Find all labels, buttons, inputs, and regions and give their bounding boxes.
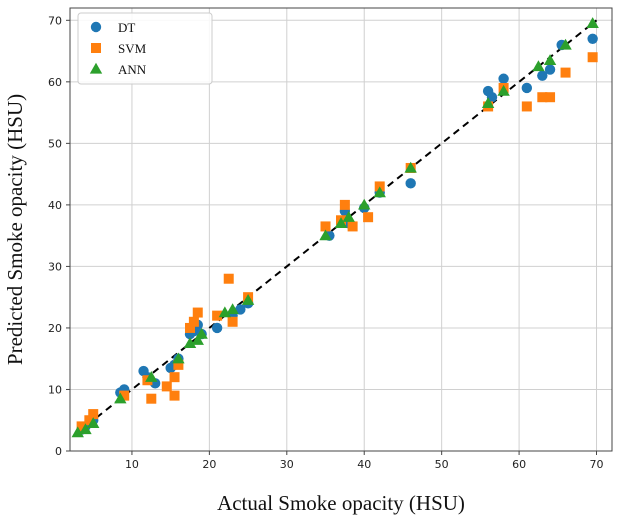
legend-label-svm: SVM bbox=[118, 41, 147, 56]
data-point-dt bbox=[211, 322, 223, 334]
plot-frame bbox=[69, 7, 613, 452]
data-point-ann bbox=[373, 186, 386, 198]
reference-line bbox=[77, 19, 598, 434]
data-point-dt bbox=[498, 73, 509, 84]
y-tick-label: 30 bbox=[48, 260, 62, 273]
data-point-ann bbox=[145, 370, 158, 382]
y-tick-label: 50 bbox=[48, 137, 62, 150]
data-point-ann bbox=[218, 306, 232, 318]
data-point-svm bbox=[545, 92, 556, 103]
data-point-svm bbox=[173, 359, 184, 370]
data-point-svm bbox=[227, 316, 238, 327]
data-point-svm bbox=[88, 409, 99, 420]
data-point-ann bbox=[497, 84, 510, 96]
legend-box bbox=[77, 12, 213, 85]
data-point-ann bbox=[191, 334, 204, 345]
legend-marker-svm bbox=[91, 43, 101, 53]
data-point-dt bbox=[537, 70, 548, 81]
data-point-ann bbox=[334, 217, 348, 228]
y-tick-label: 10 bbox=[48, 383, 62, 396]
data-point-ann bbox=[404, 161, 417, 173]
y-axis-title: Predicted Smoke opacity (HSU) bbox=[3, 94, 27, 365]
data-point-ann bbox=[481, 97, 495, 109]
data-point-dt bbox=[405, 178, 416, 189]
data-point-svm bbox=[212, 310, 223, 321]
data-point-dt bbox=[235, 304, 246, 315]
data-point-ann bbox=[87, 417, 100, 428]
data-point-ann bbox=[183, 337, 197, 348]
data-point-svm bbox=[161, 381, 172, 392]
data-point-ann bbox=[195, 327, 208, 339]
data-points bbox=[71, 17, 599, 438]
data-point-svm bbox=[146, 393, 157, 404]
legend-marker-ann bbox=[89, 62, 103, 74]
data-point-svm bbox=[223, 273, 234, 284]
data-point-ann bbox=[241, 294, 255, 305]
y-tick-label: 20 bbox=[48, 322, 62, 335]
data-point-svm bbox=[188, 316, 199, 327]
data-point-ann bbox=[114, 392, 127, 404]
data-point-ann bbox=[543, 54, 557, 65]
data-point-ann bbox=[586, 17, 599, 29]
data-point-svm bbox=[192, 307, 203, 318]
data-point-dt bbox=[587, 33, 598, 44]
data-point-ann bbox=[319, 229, 332, 241]
y-tick-label: 60 bbox=[48, 76, 62, 89]
x-tick-label: 10 bbox=[125, 458, 139, 471]
data-point-svm bbox=[339, 199, 350, 210]
data-point-svm bbox=[363, 212, 374, 223]
data-point-svm bbox=[119, 390, 130, 401]
y-axis: 0 10 20 30 40 50 60 70 bbox=[48, 14, 70, 458]
x-tick-label: 20 bbox=[202, 458, 216, 471]
data-point-ann bbox=[358, 198, 371, 210]
data-point-svm bbox=[347, 221, 358, 232]
data-point-svm bbox=[521, 101, 532, 112]
data-point-ann bbox=[172, 352, 185, 364]
x-tick-label: 60 bbox=[512, 458, 526, 471]
data-point-ann bbox=[226, 303, 239, 315]
x-tick-label: 30 bbox=[280, 458, 294, 471]
legend: DT SVM ANN bbox=[77, 12, 213, 85]
data-point-svm bbox=[76, 421, 87, 432]
data-point-ann bbox=[532, 60, 545, 72]
data-point-svm bbox=[320, 221, 331, 232]
x-axis: 10 20 30 40 50 60 70 bbox=[125, 451, 604, 471]
series-dt bbox=[76, 33, 598, 435]
legend-label-ann: ANN bbox=[118, 62, 147, 77]
data-point-svm bbox=[537, 92, 548, 103]
data-point-ann bbox=[559, 38, 572, 50]
data-point-dt bbox=[521, 82, 533, 94]
data-point-ann bbox=[79, 423, 92, 435]
legend-marker-dt bbox=[90, 21, 102, 33]
data-point-svm bbox=[185, 322, 196, 333]
data-point-ann bbox=[71, 426, 84, 438]
data-point-svm bbox=[560, 67, 571, 78]
legend-label-dt: DT bbox=[118, 20, 135, 35]
data-point-svm bbox=[587, 52, 598, 63]
y-tick-label: 0 bbox=[55, 445, 62, 458]
x-tick-label: 70 bbox=[590, 458, 604, 471]
data-point-svm bbox=[169, 390, 180, 401]
y-tick-label: 70 bbox=[48, 14, 62, 27]
x-tick-label: 50 bbox=[435, 458, 449, 471]
data-point-svm bbox=[84, 415, 95, 426]
x-axis-title: Actual Smoke opacity (HSU) bbox=[217, 491, 465, 515]
data-point-svm bbox=[169, 372, 180, 383]
grid bbox=[70, 8, 612, 452]
data-point-dt bbox=[544, 64, 556, 75]
x-tick-label: 40 bbox=[357, 458, 371, 471]
data-point-ann bbox=[342, 210, 355, 222]
series-ann bbox=[71, 17, 599, 438]
y-tick-label: 40 bbox=[48, 199, 62, 212]
